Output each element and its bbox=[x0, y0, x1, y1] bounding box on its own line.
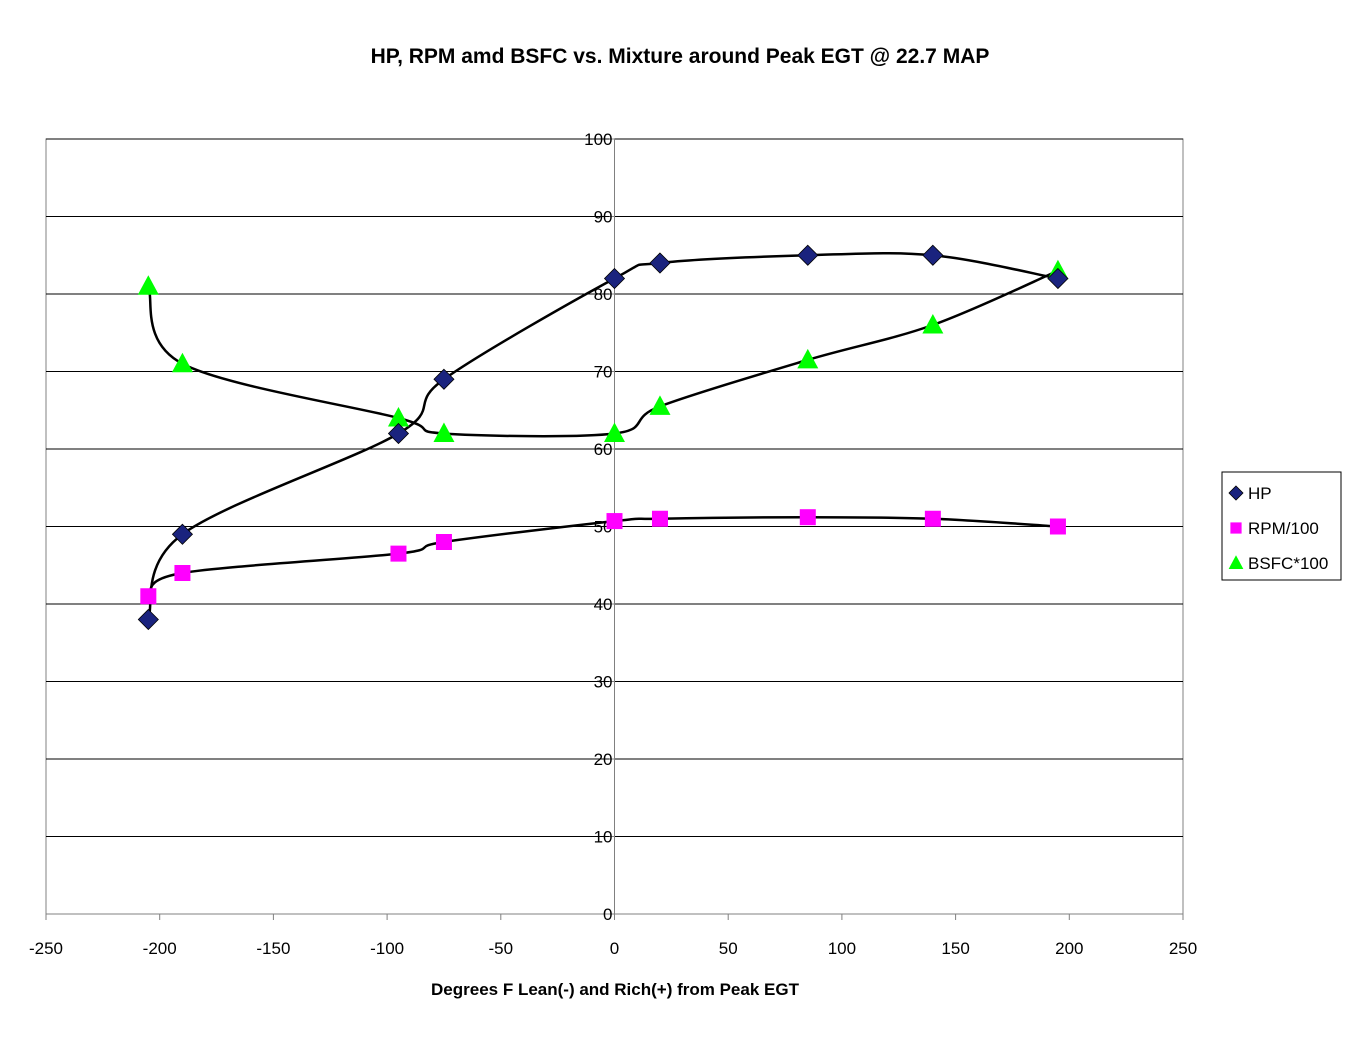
x-tick-label: 100 bbox=[828, 939, 856, 958]
chart-title: HP, RPM amd BSFC vs. Mixture around Peak… bbox=[371, 45, 990, 68]
x-tick-label: 0 bbox=[610, 939, 619, 958]
trend-curve bbox=[147, 269, 1059, 438]
data-point-diamond bbox=[603, 267, 626, 290]
data-point-triangle bbox=[171, 352, 193, 373]
legend-box bbox=[1221, 471, 1342, 581]
data-point-diamond bbox=[797, 244, 819, 266]
x-tick-label: 50 bbox=[719, 939, 738, 958]
y-tick-label: 100 bbox=[584, 130, 612, 149]
legend: HP RPM/100 BSFC*100 bbox=[1221, 471, 1342, 581]
data-point-square bbox=[1049, 518, 1066, 535]
legend-label: HP bbox=[1248, 484, 1272, 503]
data-point-diamond bbox=[433, 368, 455, 390]
data-point-diamond bbox=[922, 244, 944, 266]
x-tick-label: -250 bbox=[29, 939, 63, 958]
y-tick-label: 90 bbox=[594, 208, 613, 227]
x-tick-label: -100 bbox=[370, 939, 404, 958]
data-point-square bbox=[924, 510, 941, 527]
data-point-triangle bbox=[649, 395, 671, 415]
data-point-diamond bbox=[171, 523, 194, 545]
data-point-diamond bbox=[137, 608, 159, 631]
data-point-triangle bbox=[433, 422, 455, 442]
legend-marker-square bbox=[1230, 522, 1242, 534]
legend-marker-triangle bbox=[1228, 555, 1244, 569]
tick-labels: 0 10 20 30 40 50 60 70 80 90 100 -250 -200 -150 -100 -5… bbox=[29, 130, 1197, 958]
data-point-triangle bbox=[137, 275, 159, 295]
x-tick-label: -200 bbox=[143, 939, 177, 958]
data-point-square bbox=[799, 509, 816, 526]
x-tick-label: 200 bbox=[1055, 939, 1083, 958]
x-tick-label: 150 bbox=[941, 939, 969, 958]
data-point-square bbox=[435, 534, 452, 550]
y-tick-label: 80 bbox=[594, 285, 613, 304]
y-tick-label: 70 bbox=[594, 363, 613, 382]
legend-label: BSFC*100 bbox=[1248, 554, 1328, 573]
y-tick-label: 30 bbox=[594, 673, 613, 692]
data-point-triangle bbox=[797, 348, 819, 369]
x-axis-label: Degrees F Lean(-) and Rich(+) from Peak … bbox=[431, 980, 800, 999]
data-point-square bbox=[174, 565, 191, 581]
data-point-square bbox=[651, 510, 668, 527]
data-point-diamond bbox=[1047, 267, 1069, 290]
data-point-triangle bbox=[387, 407, 409, 427]
x-tick-label: 250 bbox=[1169, 939, 1197, 958]
data-point-square bbox=[140, 588, 157, 605]
data-point-triangle bbox=[604, 422, 625, 442]
trend-curve bbox=[147, 251, 1059, 620]
data-point-diamond bbox=[649, 252, 671, 274]
y-tick-label: 40 bbox=[594, 595, 613, 614]
data-point-diamond bbox=[387, 422, 410, 445]
y-tick-label: 0 bbox=[603, 905, 612, 924]
y-tick-label: 10 bbox=[594, 828, 613, 847]
x-tick-label: -50 bbox=[489, 939, 514, 958]
data-points bbox=[137, 244, 1069, 631]
y-tick-label: 60 bbox=[594, 440, 613, 459]
legend-marker-diamond bbox=[1228, 485, 1244, 501]
data-point-square bbox=[390, 545, 407, 562]
x-tick-label: -150 bbox=[256, 939, 290, 958]
y-tick-label: 20 bbox=[594, 750, 613, 769]
data-point-triangle bbox=[922, 314, 944, 334]
legend-label: RPM/100 bbox=[1248, 519, 1319, 538]
data-point-square bbox=[606, 513, 623, 530]
